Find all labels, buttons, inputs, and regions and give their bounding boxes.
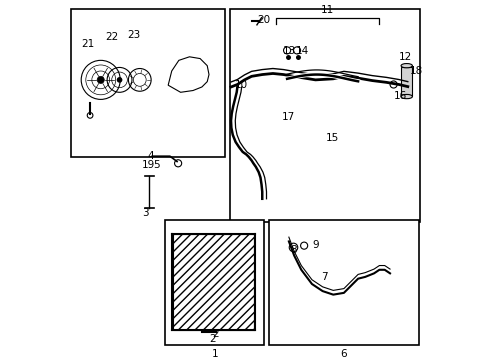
Text: 6: 6 [339, 348, 346, 359]
Bar [71, 9, 224, 157]
Text: 8: 8 [289, 245, 296, 255]
Text: 13: 13 [282, 46, 295, 57]
Text: 18: 18 [409, 66, 423, 76]
Text: 3: 3 [142, 208, 148, 218]
Text: 23: 23 [127, 31, 141, 40]
Text: 2: 2 [212, 329, 219, 339]
Text: 12: 12 [398, 52, 411, 62]
Ellipse shape [400, 64, 411, 68]
Text: 7: 7 [321, 272, 327, 282]
Text: 17: 17 [281, 112, 294, 122]
Bar [172, 234, 254, 330]
Text: 21: 21 [81, 39, 94, 49]
Text: 4: 4 [147, 151, 154, 161]
Text: 1: 1 [211, 348, 218, 359]
Text: 2: 2 [209, 334, 215, 345]
Text: 19: 19 [141, 161, 154, 170]
Circle shape [117, 77, 122, 83]
Bar [268, 220, 418, 345]
Ellipse shape [400, 94, 411, 99]
Text: 10: 10 [235, 80, 248, 90]
Text: 15: 15 [325, 134, 338, 143]
Bar [229, 9, 419, 222]
Circle shape [97, 76, 104, 84]
Circle shape [295, 55, 300, 60]
Bar [165, 220, 264, 345]
Text: 20: 20 [256, 14, 269, 24]
Circle shape [285, 55, 290, 60]
Text: 5: 5 [153, 160, 160, 170]
Text: 11: 11 [320, 5, 333, 15]
Text: 14: 14 [295, 46, 308, 57]
Text: 9: 9 [312, 240, 319, 250]
Text: 22: 22 [105, 32, 119, 42]
Bar [401, 67, 411, 96]
Text: 16: 16 [393, 91, 406, 101]
